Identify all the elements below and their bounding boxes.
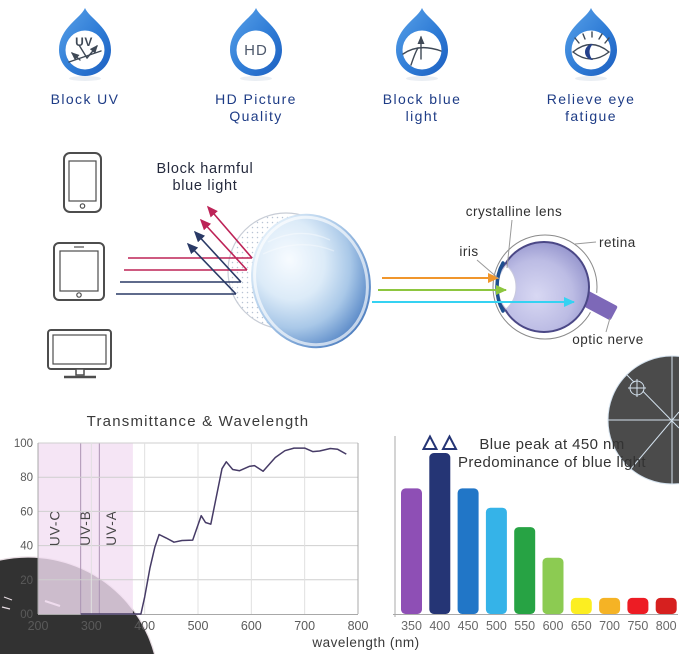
feature-label-line1: Relieve eye — [546, 91, 636, 107]
blocked-rays — [116, 205, 253, 295]
x-tick-label: 200 — [28, 619, 49, 633]
feature-label-line1: Block blue — [382, 91, 462, 107]
uv-band-label: UV-A — [104, 510, 119, 546]
spectrum-bar-chart: 350 400 450 500 550 600 650 700 750 800 Blue peak… — [393, 434, 678, 633]
bar-tick-label: 750 — [627, 619, 648, 633]
feature-block-blue-light: Block blue light — [337, 4, 507, 125]
eye-glyph — [571, 31, 611, 60]
label-optic-nerve: optic nerve — [572, 332, 644, 347]
x-axis-ticks: 200 300 400 500 600 700 800 — [28, 619, 369, 633]
y-tick-label: 00 — [20, 609, 33, 621]
crescent-pupil — [585, 44, 593, 60]
bar-tick-label: 400 — [429, 619, 450, 633]
bar-350 — [401, 488, 422, 614]
bar-450 — [457, 488, 479, 614]
feature-label-line1: Block UV — [50, 91, 120, 107]
monitor-icon — [47, 329, 112, 379]
transmittance-curve — [80, 447, 347, 615]
diagram-caption-line1: Block harmful — [157, 161, 254, 177]
feature-hd-quality: HD HD Picture Quality — [171, 4, 341, 125]
bar-tick-label: 600 — [543, 619, 564, 633]
bar-tick-label: 550 — [514, 619, 535, 633]
feature-label: Relieve eye fatigue — [506, 91, 676, 125]
feature-label-line2: Quality — [229, 108, 283, 124]
x-tick-label: 500 — [188, 619, 209, 633]
label-iris: iris — [459, 244, 478, 259]
bar-800 — [655, 597, 677, 614]
bar-tick-label: 350 — [401, 619, 422, 633]
bar-600 — [542, 557, 564, 615]
tablet-icon — [53, 242, 105, 301]
bar-annotation-line2: Predominance of blue light — [458, 454, 646, 471]
label-retina: retina — [599, 235, 636, 250]
uv-bands: UV-C UV-B UV-A — [38, 443, 133, 614]
bar-tick-label: 700 — [599, 619, 620, 633]
y-tick-label: 60 — [20, 506, 33, 518]
transmitted-rays — [372, 273, 575, 307]
feature-label-line1: HD Picture — [215, 91, 297, 107]
uv-region — [38, 443, 133, 614]
y-tick-label: 100 — [14, 438, 33, 450]
compass-watermark — [607, 355, 679, 485]
bar-tick-label: 800 — [656, 619, 677, 633]
bar-500 — [485, 507, 507, 614]
y-tick-label: 80 — [20, 472, 33, 484]
feature-block-uv: UV Block UV — [0, 4, 170, 108]
y-tick-label: 20 — [20, 575, 33, 587]
eye-diagram — [492, 234, 620, 340]
bar-tick-label: 650 — [571, 619, 592, 633]
label-crystalline-lens: crystalline lens — [466, 204, 563, 219]
light-path-diagram: Block harmful blue light — [47, 152, 644, 379]
x-tick-label: 800 — [348, 619, 369, 633]
spectrum-bars — [401, 453, 677, 615]
bar-700 — [599, 597, 621, 614]
triangle-marker-2 — [441, 434, 458, 450]
x-axis-label: wavelength (nm) — [311, 635, 419, 650]
x-tick-label: 600 — [241, 619, 262, 633]
x-tick-label: 300 — [81, 619, 102, 633]
bar-tick-label: 500 — [486, 619, 507, 633]
diagram-caption-line2: blue light — [172, 178, 237, 194]
feature-label: HD Picture Quality — [171, 91, 341, 125]
smartphone-icon — [63, 152, 102, 213]
chart-title: Transmittance & Wavelength — [87, 413, 310, 430]
y-tick-label: 40 — [20, 541, 33, 553]
bar-750 — [627, 597, 649, 614]
uv-glyph-text: UV — [75, 35, 93, 49]
feature-label-line2: fatigue — [565, 108, 617, 124]
bar-650 — [570, 597, 592, 614]
bar-tick-label: 450 — [458, 619, 479, 633]
block-blue-light-icon — [396, 8, 448, 81]
bar-annotation-line1: Blue peak at 450 nm — [479, 436, 624, 453]
triangle-marker-1 — [421, 434, 439, 450]
transmittance-chart: Transmittance & Wavelength UV-C UV-B UV-A … — [14, 413, 419, 650]
x-tick-label: 400 — [134, 619, 155, 633]
feature-relieve-fatigue: Relieve eye fatigue — [506, 4, 676, 125]
x-tick-label: 700 — [294, 619, 315, 633]
feature-label: Block blue light — [337, 91, 507, 125]
gridlines — [38, 442, 358, 614]
hd-glyph-text: HD — [244, 42, 268, 59]
y-axis-ticks: 100 80 60 40 20 00 — [14, 438, 33, 621]
deflect-glyph — [402, 35, 442, 66]
bar-400 — [429, 453, 451, 614]
hd-icon: HD — [230, 8, 282, 81]
uv-band-label: UV-C — [47, 510, 62, 546]
feature-label-line2: light — [405, 108, 439, 124]
bar-550 — [514, 527, 536, 614]
relieve-eye-fatigue-icon — [565, 8, 617, 81]
feature-row: UV Block UV HD HD Picture — [0, 4, 679, 140]
charts-section: Transmittance & Wavelength UV-C UV-B UV-A … — [14, 413, 678, 650]
blue-lens — [251, 213, 371, 349]
feature-label: Block UV — [0, 91, 170, 108]
uv-rays-glyph — [68, 44, 102, 63]
uv-reflection-icon: UV — [59, 8, 111, 81]
bar-x-ticks: 350 400 450 500 550 600 650 700 750 800 — [401, 619, 677, 633]
uv-band-label: UV-B — [78, 510, 93, 546]
